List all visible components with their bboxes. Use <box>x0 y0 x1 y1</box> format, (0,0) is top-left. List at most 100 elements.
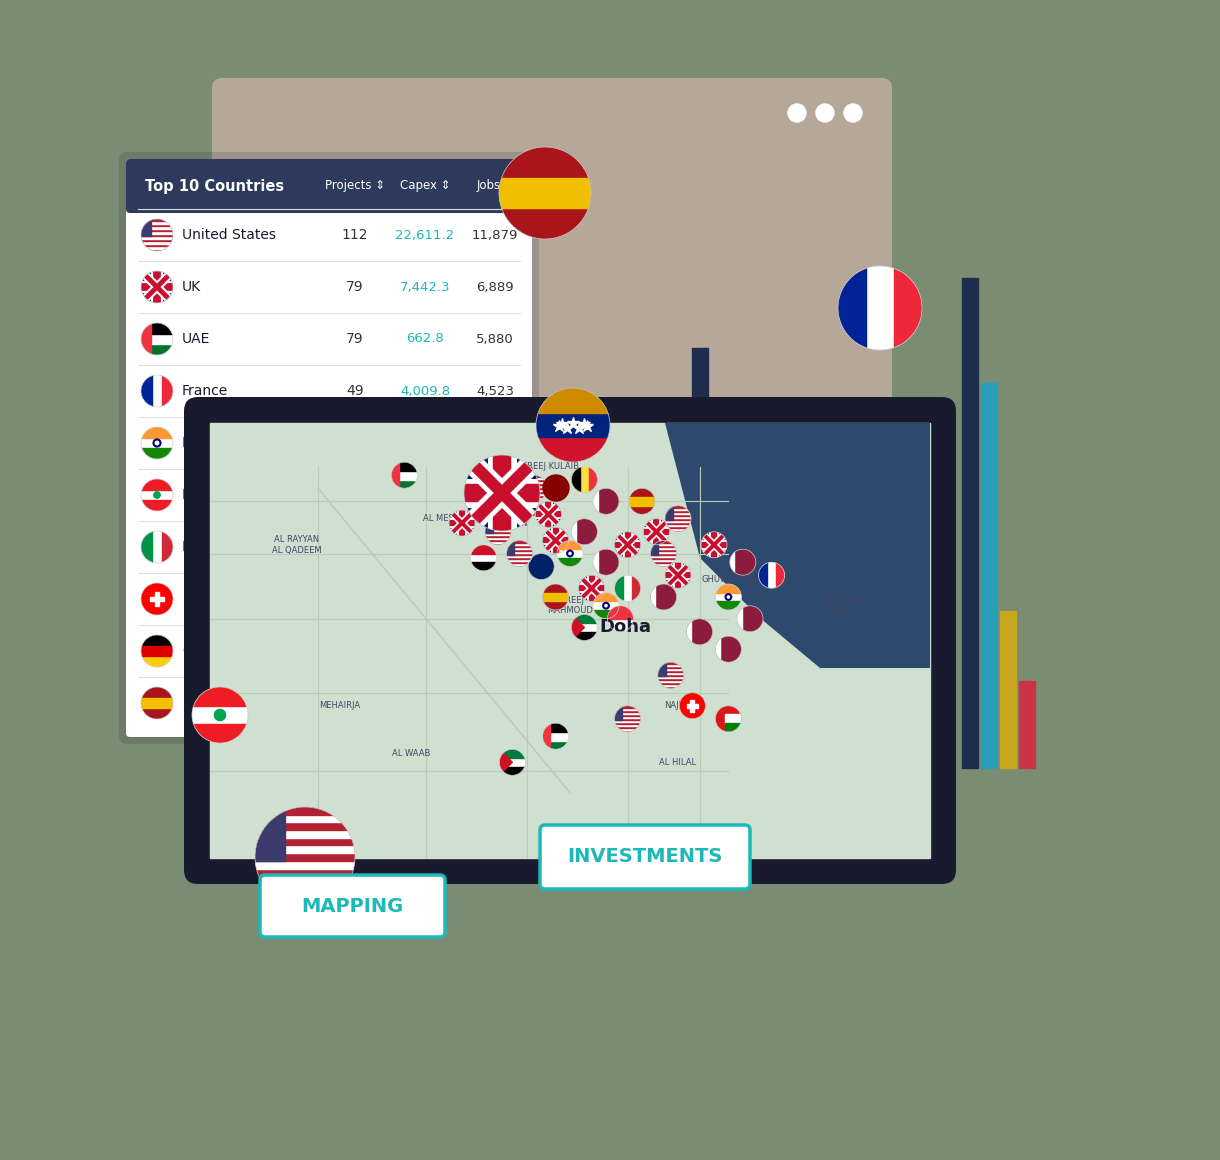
Bar <box>399 462 417 471</box>
Circle shape <box>658 662 683 688</box>
Bar <box>142 635 173 646</box>
Bar <box>725 715 742 723</box>
Bar <box>615 708 640 710</box>
Bar <box>615 724 640 726</box>
Bar <box>486 519 511 521</box>
Bar <box>142 231 173 234</box>
Bar <box>872 698 888 768</box>
Bar <box>493 496 511 506</box>
Text: 2,0…: 2,0… <box>478 436 512 449</box>
Text: RAS ABU
ABBOUD: RAS ABU ABBOUD <box>825 596 863 616</box>
Circle shape <box>486 488 511 514</box>
Bar <box>571 615 598 623</box>
Bar <box>928 723 946 768</box>
Bar <box>499 177 590 209</box>
Circle shape <box>215 710 226 720</box>
Bar <box>506 563 533 565</box>
Bar <box>630 496 655 506</box>
Circle shape <box>499 462 526 488</box>
Bar <box>521 481 547 484</box>
Text: AL RAYYAN
AL QADEEM: AL RAYYAN AL QADEEM <box>272 535 321 554</box>
Bar <box>486 523 511 524</box>
Text: 79: 79 <box>346 332 364 346</box>
Bar <box>521 498 547 499</box>
Bar <box>142 234 173 237</box>
Circle shape <box>593 488 619 514</box>
Bar <box>506 541 515 554</box>
Text: 4,523: 4,523 <box>476 384 514 398</box>
Bar <box>506 552 533 554</box>
Bar <box>640 716 656 768</box>
Bar <box>142 448 173 459</box>
Bar <box>486 527 511 529</box>
Bar <box>486 521 511 523</box>
Bar <box>142 646 173 657</box>
Bar <box>399 479 417 488</box>
Bar <box>571 632 598 640</box>
Bar <box>142 500 173 512</box>
Circle shape <box>471 545 497 571</box>
Bar <box>506 557 533 558</box>
Polygon shape <box>571 615 584 640</box>
Circle shape <box>499 147 590 239</box>
Bar <box>521 476 528 490</box>
Bar <box>550 732 569 740</box>
Text: Doha: Doha <box>599 618 651 637</box>
Bar <box>759 563 767 588</box>
Text: FEREEJ KULAIB: FEREEJ KULAIB <box>517 462 580 471</box>
Bar <box>658 668 683 670</box>
Bar <box>569 754 586 768</box>
Bar <box>486 524 511 527</box>
Circle shape <box>615 705 640 732</box>
Circle shape <box>142 531 173 563</box>
Bar <box>486 531 511 532</box>
Bar <box>650 551 677 552</box>
Circle shape <box>558 541 583 566</box>
Text: 6,889: 6,889 <box>476 281 514 293</box>
Bar <box>665 528 691 530</box>
Bar <box>615 713 640 716</box>
Circle shape <box>192 687 248 744</box>
Circle shape <box>543 723 569 749</box>
Bar <box>486 519 493 532</box>
Bar <box>665 522 691 523</box>
Polygon shape <box>499 749 512 775</box>
Bar <box>593 549 598 575</box>
Bar <box>255 884 355 892</box>
Bar <box>601 593 619 768</box>
Bar <box>650 541 677 543</box>
Bar <box>550 723 569 732</box>
Bar <box>192 724 248 744</box>
Text: INVESTMENTS: INVESTMENTS <box>567 848 722 867</box>
Text: 662.8: 662.8 <box>406 333 444 346</box>
Circle shape <box>142 322 173 355</box>
Circle shape <box>543 528 569 553</box>
Text: AL MESSILA: AL MESSILA <box>423 514 472 523</box>
Bar <box>615 727 640 730</box>
Bar <box>615 722 640 724</box>
Bar <box>192 687 248 705</box>
Circle shape <box>528 553 554 580</box>
Bar <box>910 645 926 768</box>
Bar <box>665 514 691 516</box>
Bar <box>471 563 497 571</box>
Text: Germany: Germany <box>182 644 246 658</box>
Bar <box>392 462 399 488</box>
Bar <box>650 554 677 557</box>
Text: Spain: Spain <box>182 696 221 710</box>
FancyBboxPatch shape <box>120 152 539 744</box>
Text: Lebanon: Lebanon <box>182 488 242 502</box>
Bar <box>255 869 355 876</box>
Bar <box>687 704 698 708</box>
Bar <box>142 237 173 239</box>
Bar <box>255 892 355 899</box>
Bar <box>521 499 547 501</box>
Bar <box>255 861 355 869</box>
Bar <box>776 563 784 588</box>
Bar <box>658 682 683 684</box>
Text: NAJMA: NAJMA <box>664 702 692 710</box>
Circle shape <box>142 687 173 719</box>
Circle shape <box>715 705 742 732</box>
Bar <box>506 554 533 557</box>
Bar <box>615 705 622 720</box>
